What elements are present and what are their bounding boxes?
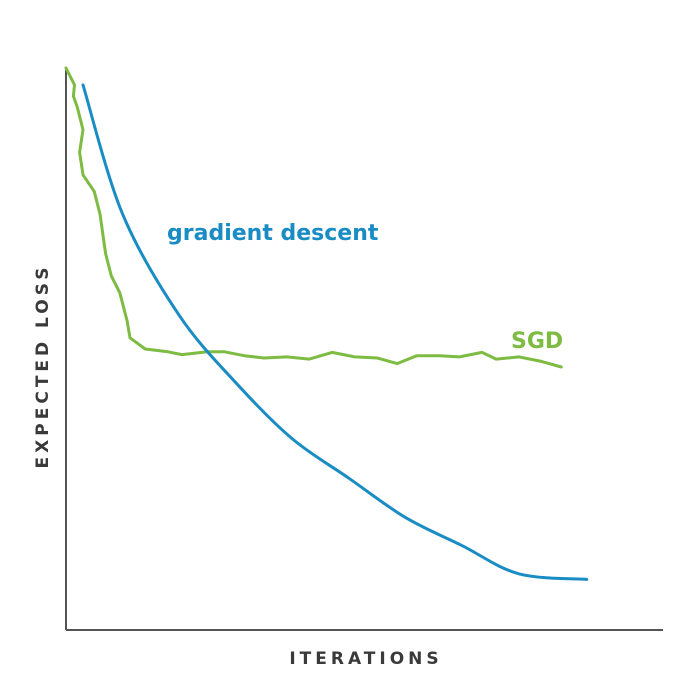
- sgd-line: [64, 66, 563, 369]
- gradient-descent-line: [81, 83, 589, 581]
- x-axis-title: ITERATIONS: [289, 649, 442, 669]
- sgd-label: SGD: [511, 329, 563, 354]
- series-layer: [64, 66, 589, 581]
- y-axis-title: EXPECTED LOSS: [33, 264, 53, 469]
- axes: [65, 68, 663, 631]
- gradient-descent-label: gradient descent: [167, 221, 379, 246]
